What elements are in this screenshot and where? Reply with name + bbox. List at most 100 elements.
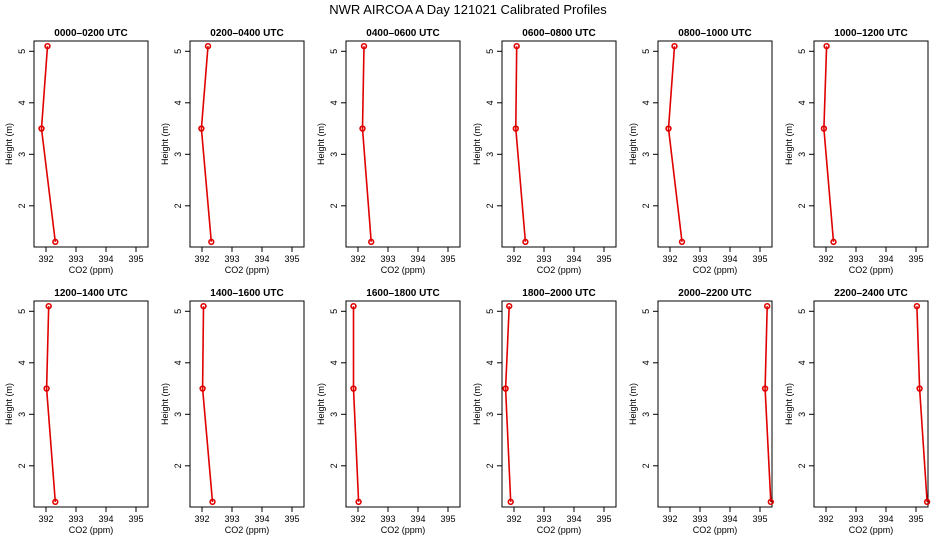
- profile-point: [360, 42, 368, 50]
- y-tick-label: 2: [797, 463, 807, 468]
- panel-title: 1400–1600 UTC: [210, 288, 283, 299]
- y-tick-label: 2: [797, 203, 807, 208]
- x-tick-label: 395: [908, 514, 923, 524]
- y-tick-label: 5: [485, 309, 495, 314]
- profile-point: [665, 125, 672, 132]
- x-tick-label: 394: [878, 254, 893, 264]
- profile-point: [513, 42, 520, 50]
- panel-title: 0000–0200 UTC: [54, 28, 127, 39]
- y-axis-label: Height (m): [316, 383, 326, 425]
- y-tick-label: 2: [17, 203, 27, 208]
- profile-line: [823, 46, 835, 242]
- panel-title: 0400–0600 UTC: [366, 28, 439, 39]
- profile-panel: 1800–2000 UTC 392 393 394 395 2 3 4 5 CO2 (ppm) He…: [472, 288, 617, 535]
- profile-point: [350, 302, 357, 310]
- y-tick-label: 2: [329, 203, 339, 208]
- y-tick-label: 3: [173, 152, 183, 157]
- x-axis-label: CO2 (ppm): [849, 525, 894, 535]
- y-tick-label: 5: [641, 309, 651, 314]
- x-tick-label: 392: [818, 514, 833, 524]
- plot-frame: [345, 300, 461, 508]
- x-axis-label: CO2 (ppm): [693, 525, 738, 535]
- x-tick-label: 392: [350, 514, 365, 524]
- x-axis-label: CO2 (ppm): [225, 265, 270, 275]
- y-tick-label: 4: [641, 360, 651, 365]
- y-tick-label: 5: [173, 49, 183, 54]
- profile-panel: 2200–2400 UTC 392 393 394 395 2 3 4 5 CO2 (ppm) He…: [784, 288, 931, 535]
- x-tick-label: 393: [848, 254, 863, 264]
- profile-panel: 0800–1000 UTC 392 393 394 395 2 3 4 5 CO2 (ppm) He…: [628, 28, 773, 275]
- profile-line: [200, 46, 213, 242]
- x-tick-label: 394: [254, 254, 269, 264]
- x-axis-label: CO2 (ppm): [693, 265, 738, 275]
- y-axis-label: Height (m): [4, 123, 14, 165]
- profile-point: [208, 238, 215, 246]
- x-tick-label: 395: [284, 254, 299, 264]
- plot-frame: [657, 300, 773, 508]
- profile-point: [198, 125, 205, 132]
- y-tick-label: 5: [173, 309, 183, 314]
- y-tick-label: 4: [173, 100, 183, 105]
- x-tick-label: 392: [350, 254, 365, 264]
- profile-line: [361, 46, 372, 242]
- y-tick-label: 5: [641, 49, 651, 54]
- profile-point: [506, 302, 513, 310]
- profile-point: [916, 385, 923, 392]
- plot-frame: [501, 300, 617, 508]
- y-axis-label: Height (m): [628, 383, 638, 425]
- y-axis-label: Height (m): [472, 383, 482, 425]
- profile-point: [763, 302, 771, 310]
- panel-title: 1000–1200 UTC: [834, 28, 907, 39]
- x-tick-label: 392: [194, 514, 209, 524]
- x-tick-label: 395: [284, 514, 299, 524]
- y-axis-label: Height (m): [160, 383, 170, 425]
- y-tick-label: 2: [173, 463, 183, 468]
- x-axis-label: CO2 (ppm): [69, 525, 114, 535]
- x-tick-label: 395: [596, 514, 611, 524]
- x-axis-label: CO2 (ppm): [69, 265, 114, 275]
- x-tick-label: 395: [128, 514, 143, 524]
- profile-line: [45, 306, 57, 502]
- profile-point: [830, 238, 837, 246]
- profile-panel: 1600–1800 UTC 392 393 394 395 2 3 4 5 CO2 (ppm) He…: [316, 288, 461, 535]
- profile-line: [352, 306, 360, 502]
- x-tick-label: 392: [38, 514, 53, 524]
- figure-title: NWR AIRCOA A Day 121021 Calibrated Profi…: [329, 2, 607, 17]
- x-tick-label: 392: [818, 254, 833, 264]
- y-tick-label: 4: [485, 360, 495, 365]
- x-tick-label: 394: [98, 254, 113, 264]
- panel-title: 1200–1400 UTC: [54, 288, 127, 299]
- y-tick-label: 3: [485, 152, 495, 157]
- x-tick-label: 393: [380, 514, 395, 524]
- x-axis-label: CO2 (ppm): [537, 265, 582, 275]
- y-tick-label: 4: [641, 100, 651, 105]
- x-tick-label: 392: [662, 254, 677, 264]
- profile-line: [764, 306, 772, 502]
- profile-point: [44, 42, 51, 50]
- profile-panel: 1000–1200 UTC 392 393 394 395 2 3 4 5 CO2 (ppm) He…: [784, 28, 929, 275]
- panel-title: 0600–0800 UTC: [522, 28, 595, 39]
- profile-panel: 1400–1600 UTC 392 393 394 395 2 3 4 5 CO2 (ppm) He…: [160, 288, 305, 535]
- profile-point: [199, 385, 206, 392]
- x-tick-label: 394: [722, 254, 737, 264]
- profile-point: [512, 125, 519, 132]
- x-tick-label: 394: [722, 514, 737, 524]
- y-tick-label: 3: [641, 152, 651, 157]
- x-tick-label: 393: [224, 254, 239, 264]
- x-tick-label: 393: [692, 254, 707, 264]
- x-tick-label: 395: [440, 254, 455, 264]
- y-tick-label: 2: [641, 463, 651, 468]
- y-tick-label: 5: [17, 49, 27, 54]
- x-tick-label: 395: [440, 514, 455, 524]
- y-axis-label: Height (m): [160, 123, 170, 165]
- profile-point: [52, 238, 59, 246]
- plot-frame: [813, 40, 929, 248]
- y-tick-label: 2: [173, 203, 183, 208]
- x-tick-label: 394: [254, 514, 269, 524]
- profile-point: [913, 302, 921, 310]
- profile-line: [514, 46, 527, 242]
- profile-point: [43, 385, 50, 392]
- profile-line: [916, 306, 928, 502]
- profile-point: [209, 498, 216, 506]
- x-axis-label: CO2 (ppm): [381, 265, 426, 275]
